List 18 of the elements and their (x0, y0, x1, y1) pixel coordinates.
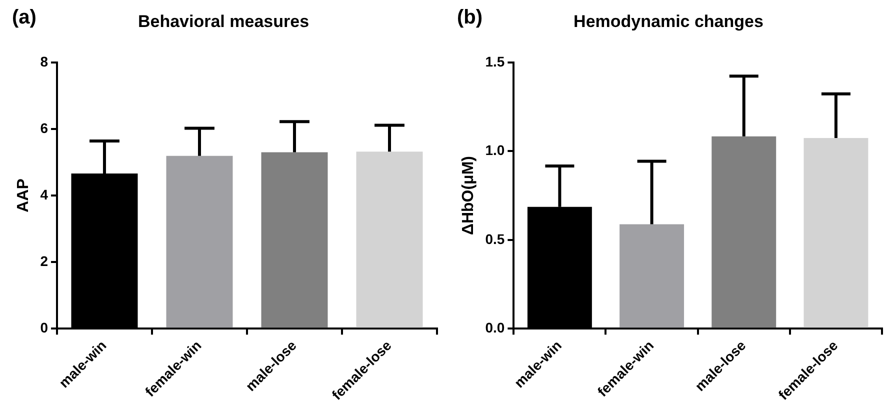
text: (a) (12, 6, 36, 29)
bar (712, 136, 776, 328)
y-tick-label: 0 (40, 320, 48, 336)
bar (620, 224, 684, 328)
y-tick-label: 1.5 (485, 53, 505, 70)
y-tick-label: 8 (40, 53, 48, 70)
chart-title: Hemodynamic changes (574, 12, 764, 31)
y-tick-label: 0.0 (485, 320, 505, 336)
y-tick-label: 1.0 (485, 142, 505, 158)
y-tick-label: 4 (40, 186, 48, 202)
y-tick-label: 6 (40, 120, 48, 136)
y-axis-title: AAP (15, 178, 32, 212)
y-axis-title: ΔHbO(μM) (460, 156, 478, 236)
y-tick-label: 0.5 (485, 230, 505, 247)
text: (b) (457, 6, 483, 29)
chart-title: Behavioral measures (138, 12, 310, 31)
y-tick-label: 2 (40, 252, 48, 269)
bar (804, 138, 868, 328)
